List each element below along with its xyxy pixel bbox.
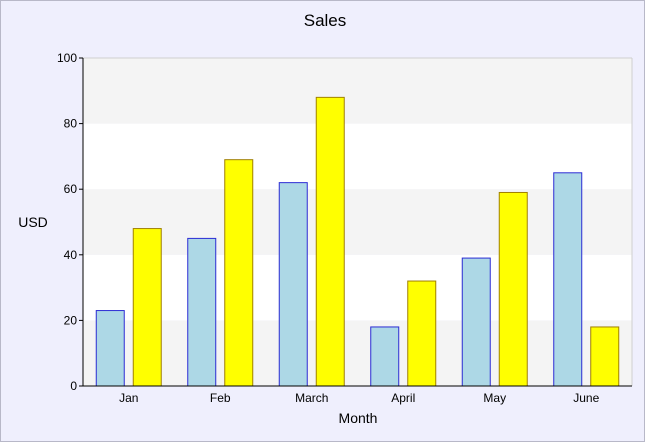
bar-march-series-2 xyxy=(315,96,345,387)
axes xyxy=(79,58,632,387)
grid-band xyxy=(83,254,632,321)
x-tick-label: March xyxy=(295,391,328,405)
x-tick-label: Feb xyxy=(210,391,231,405)
bar-may-series-2 xyxy=(498,191,528,387)
y-axis-ticks: 0 20 40 60 80 100 xyxy=(57,51,83,393)
bar-feb-series-2 xyxy=(224,159,254,387)
y-tick-label: 40 xyxy=(64,248,78,262)
bar-jan-series-2 xyxy=(132,228,162,387)
y-axis-title: USD xyxy=(18,214,48,230)
bar-june-series-2 xyxy=(590,326,620,387)
plot-bands xyxy=(83,57,633,386)
bars xyxy=(95,96,620,387)
x-axis-title: Month xyxy=(339,410,378,426)
y-tick-label: 100 xyxy=(57,51,77,65)
y-tick-label: 60 xyxy=(64,182,78,196)
x-tick-label: April xyxy=(391,391,415,405)
bar-march-series-1 xyxy=(278,182,308,387)
grid-band xyxy=(83,58,632,124)
x-tick-label: Jan xyxy=(119,391,138,405)
chart-title: Sales xyxy=(304,11,347,30)
bar-april-series-2 xyxy=(407,280,437,387)
bar-jan-series-1 xyxy=(95,310,125,387)
y-tick-label: 80 xyxy=(64,117,78,131)
bar-may-series-1 xyxy=(461,257,491,387)
grid-band xyxy=(83,189,632,255)
y-tick-label: 0 xyxy=(70,379,77,393)
x-tick-label: June xyxy=(573,391,599,405)
grid-band xyxy=(83,123,632,190)
bar-april-series-1 xyxy=(370,326,400,387)
grid-band xyxy=(83,320,632,386)
y-tick-label: 20 xyxy=(64,313,78,327)
x-axis-ticks: Jan Feb March April May June xyxy=(119,391,600,405)
bar-feb-series-1 xyxy=(187,237,217,387)
x-tick-label: May xyxy=(483,391,506,405)
bar-june-series-1 xyxy=(553,172,583,387)
